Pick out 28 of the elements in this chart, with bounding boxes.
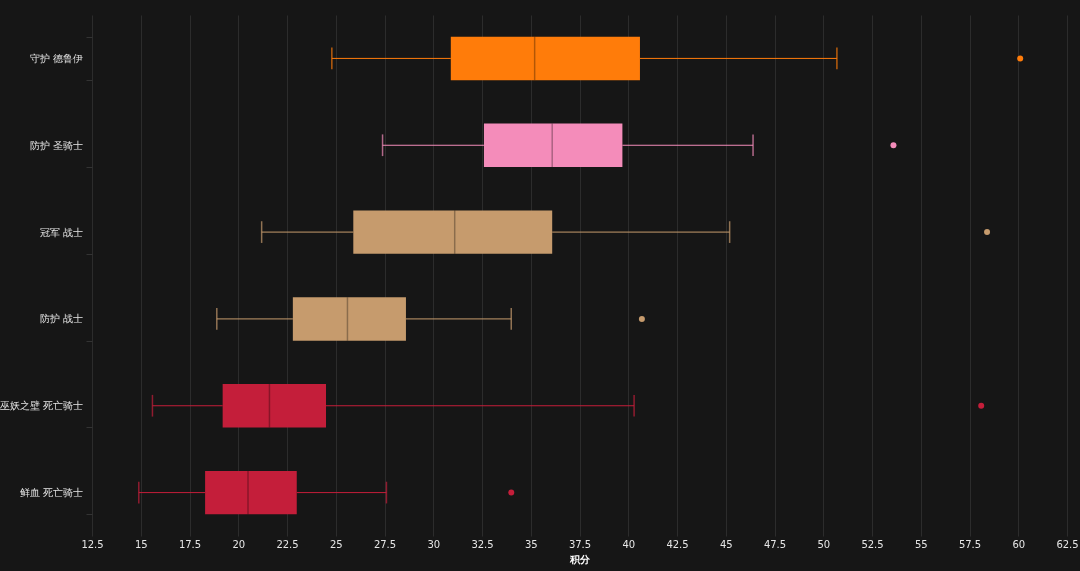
y-tick-label: 防护 战士: [40, 313, 84, 325]
x-tick-label: 15: [134, 538, 148, 550]
x-tick-label: 22.5: [276, 538, 299, 550]
x-tick-label: 27.5: [373, 538, 397, 550]
y-tick-label: 鲜血 死亡骑士: [20, 487, 84, 499]
x-tick-label: 17.5: [178, 538, 202, 550]
y-tick-label: 巫妖之壁 死亡骑士: [0, 400, 84, 412]
x-tick-label: 60: [1012, 538, 1026, 550]
y-tick-label: 守护 德鲁伊: [30, 52, 84, 64]
x-tick-label: 37.5: [568, 538, 592, 550]
x-tick-label: 55: [914, 538, 928, 550]
x-tick-label: 32.5: [471, 538, 494, 550]
x-tick-label: 12.5: [81, 538, 104, 550]
x-tick-label: 30: [427, 538, 441, 550]
y-tick-label: 冠军 战士: [40, 226, 84, 238]
x-tick-label: 25: [329, 538, 343, 550]
x-tick-label: 50: [817, 538, 831, 550]
x-tick-label: 47.5: [763, 538, 787, 550]
x-tick-label: 57.5: [958, 538, 982, 550]
x-tick-label: 40: [622, 538, 636, 550]
x-tick-label: 20: [232, 538, 246, 550]
x-tick-label: 62.5: [1056, 538, 1079, 550]
x-tick-label: 42.5: [666, 538, 689, 550]
x-tick-label: 52.5: [861, 538, 884, 550]
x-axis-title: 积分: [569, 553, 591, 565]
x-tick-label: 35: [524, 538, 538, 550]
y-tick-label: 防护 圣骑士: [30, 139, 84, 151]
x-tick-label: 45: [719, 538, 733, 550]
